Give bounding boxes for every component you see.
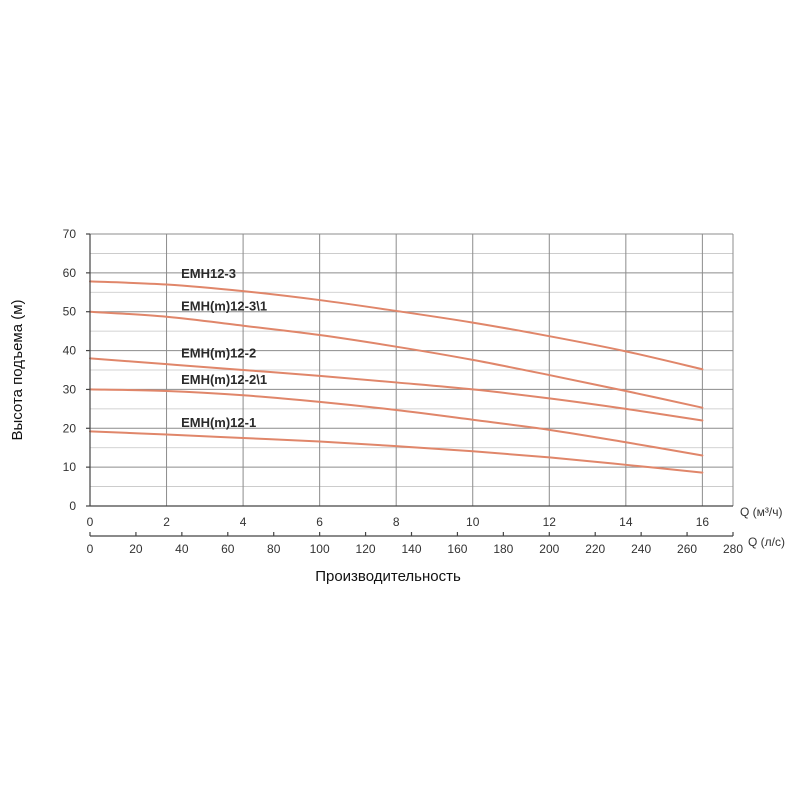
secondary-x-tick-label: 280 bbox=[723, 542, 743, 556]
series-label-3: EMH(m)12-2 bbox=[181, 345, 256, 360]
secondary-x-tick-label: 140 bbox=[401, 542, 421, 556]
x-axis-title: Производительность bbox=[315, 568, 461, 585]
primary-x-tick-label: 14 bbox=[619, 515, 633, 529]
y-tick-label: 0 bbox=[69, 499, 76, 513]
secondary-x-tick-label: 220 bbox=[585, 542, 605, 556]
y-tick-label: 50 bbox=[63, 305, 77, 319]
series-label-2: EMH(m)12-3\1 bbox=[181, 298, 267, 313]
secondary-x-tick-label: 100 bbox=[310, 542, 330, 556]
y-axis-title: Высота подъема (м) bbox=[9, 299, 26, 440]
primary-x-tick-label: 10 bbox=[466, 515, 480, 529]
secondary-x-tick-label: 200 bbox=[539, 542, 559, 556]
primary-x-tick-label: 6 bbox=[316, 515, 323, 529]
secondary-x-tick-label: 160 bbox=[447, 542, 467, 556]
secondary-x-tick-label: 240 bbox=[631, 542, 651, 556]
secondary-x-unit-label: Q (л/с) bbox=[748, 535, 785, 549]
primary-x-tick-label: 12 bbox=[543, 515, 557, 529]
series-line-5 bbox=[89, 430, 704, 474]
secondary-x-tick-label: 80 bbox=[267, 542, 281, 556]
y-tick-label: 30 bbox=[63, 382, 77, 396]
primary-x-tick-label: 4 bbox=[240, 515, 247, 529]
series-line-2 bbox=[89, 310, 704, 409]
y-tick-label: 60 bbox=[63, 266, 77, 280]
secondary-x-tick-label: 260 bbox=[677, 542, 697, 556]
primary-x-tick-label: 0 bbox=[87, 515, 94, 529]
series-label-1: EMH12-3 bbox=[181, 266, 236, 281]
primary-x-unit-label: Q (м³/ч) bbox=[740, 505, 783, 519]
series-label-5: EMH(m)12-1 bbox=[181, 415, 256, 430]
y-tick-label: 20 bbox=[63, 421, 77, 435]
secondary-x-tick-label: 120 bbox=[356, 542, 376, 556]
secondary-x-tick-label: 40 bbox=[175, 542, 189, 556]
secondary-x-tick-label: 0 bbox=[87, 542, 94, 556]
series-label-4: EMH(m)12-2\1 bbox=[181, 372, 267, 387]
primary-x-tick-label: 16 bbox=[696, 515, 710, 529]
y-tick-label: 70 bbox=[63, 227, 77, 241]
primary-x-tick-label: 8 bbox=[393, 515, 400, 529]
y-tick-label: 10 bbox=[63, 460, 77, 474]
series-line-1 bbox=[89, 280, 704, 371]
series-line-3 bbox=[89, 357, 704, 422]
secondary-x-tick-label: 20 bbox=[129, 542, 143, 556]
y-tick-label: 40 bbox=[63, 344, 77, 358]
secondary-x-tick-label: 180 bbox=[493, 542, 513, 556]
series-line-4 bbox=[89, 388, 704, 457]
secondary-x-tick-label: 60 bbox=[221, 542, 235, 556]
primary-x-tick-label: 2 bbox=[163, 515, 170, 529]
